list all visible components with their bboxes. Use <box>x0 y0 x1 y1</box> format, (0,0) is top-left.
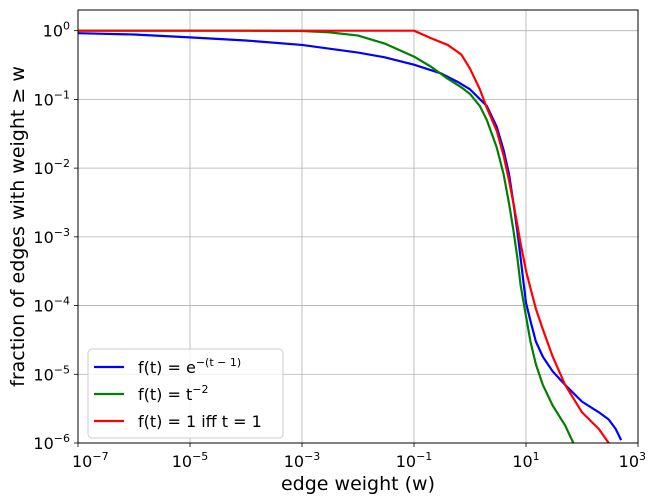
series-lines <box>78 29 623 443</box>
y-tick-label: 10−2 <box>33 157 70 178</box>
y-tick-label: 10−4 <box>33 295 70 316</box>
legend-item: f(t) = t−2 <box>94 383 208 404</box>
x-tick-label: 10−7 <box>72 450 109 471</box>
tick-marks <box>74 30 639 447</box>
tick-labels: 10−7 10−5 10−3 10−1 101 103 100 10−1 10−2 10−3 10−… <box>33 20 646 471</box>
plot-frame <box>77 9 639 444</box>
legend-item: f(t) = 1 iff t = 1 <box>94 412 262 431</box>
grid <box>77 10 639 444</box>
series-line-2 <box>78 29 575 443</box>
y-tick-label: 100 <box>43 20 70 41</box>
y-tick-label: 10−3 <box>33 226 70 247</box>
series-line-3 <box>78 29 610 443</box>
legend: f(t) = e−(t − 1) f(t) = t−2 f(t) = 1 iff t… <box>87 348 284 439</box>
legend-label: f(t) = t−2 <box>138 383 208 404</box>
legend-label: f(t) = e−(t − 1) <box>138 356 241 377</box>
x-tick-label: 103 <box>619 450 646 471</box>
x-tick-label: 101 <box>512 450 539 471</box>
y-tick-label: 10−6 <box>33 432 70 453</box>
legend-item: f(t) = e−(t − 1) <box>94 356 241 377</box>
x-tick-label: 10−1 <box>396 450 433 471</box>
x-tick-label: 10−5 <box>172 450 209 471</box>
y-tick-label: 10−5 <box>33 363 70 384</box>
x-tick-label: 10−3 <box>284 450 321 471</box>
x-axis-label: edge weight (w) <box>281 473 435 495</box>
legend-box <box>87 348 284 439</box>
y-axis-label: fraction of edges with weight ≥ w <box>7 66 29 387</box>
y-tick-label: 10−1 <box>33 88 70 109</box>
legend-label: f(t) = 1 iff t = 1 <box>138 412 262 431</box>
